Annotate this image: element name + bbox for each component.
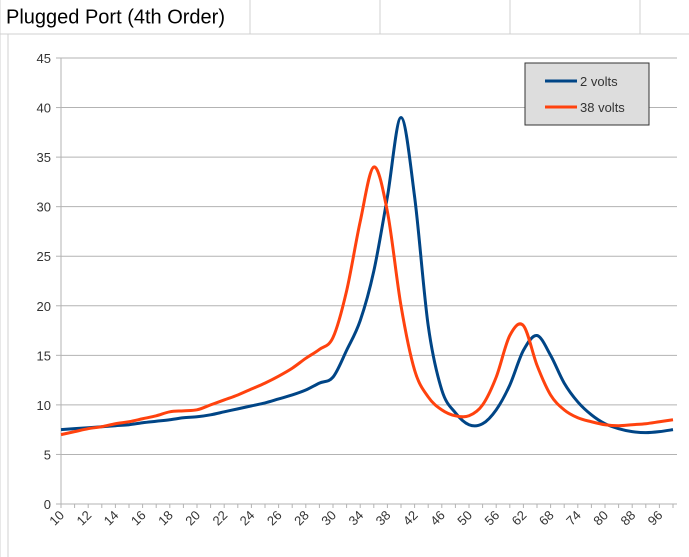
y-tick-label: 25 xyxy=(37,249,51,264)
x-tick-label: 42 xyxy=(400,508,421,529)
x-tick-label: 80 xyxy=(590,508,611,529)
x-tick-label: 88 xyxy=(617,508,638,529)
legend-box xyxy=(524,62,650,126)
legend: 2 volts 38 volts xyxy=(524,62,650,126)
y-tick-label: 30 xyxy=(37,200,51,215)
x-tick-label: 74 xyxy=(563,508,584,529)
y-tick-label: 15 xyxy=(37,348,51,363)
x-tick-label: 68 xyxy=(536,508,557,529)
x-tick-label: 22 xyxy=(209,508,230,529)
chart-title: Plugged Port (4th Order) xyxy=(6,6,225,28)
y-tick-label: 10 xyxy=(37,398,51,413)
x-tick-label: 20 xyxy=(182,508,203,529)
y-tick-label: 45 xyxy=(37,51,51,66)
y-tick-label: 0 xyxy=(44,497,51,512)
x-tick-label: 62 xyxy=(509,508,530,529)
legend-label: 38 volts xyxy=(580,100,625,115)
y-tick-label: 20 xyxy=(37,299,51,314)
x-tick-label: 18 xyxy=(155,508,176,529)
x-tick-label: 24 xyxy=(237,508,258,529)
x-tick-label: 56 xyxy=(481,508,502,529)
x-tick-label: 46 xyxy=(427,508,448,529)
y-tick-label: 35 xyxy=(37,150,51,165)
x-tick-label: 28 xyxy=(291,508,312,529)
legend-label: 2 volts xyxy=(580,74,618,89)
plot-area xyxy=(61,58,677,504)
x-tick-label: 38 xyxy=(373,508,394,529)
y-tick-label: 40 xyxy=(37,101,51,116)
series-line xyxy=(60,165,674,437)
x-tick-label: 26 xyxy=(264,508,285,529)
x-tick-label: 12 xyxy=(73,508,94,529)
x-tick-label: 34 xyxy=(345,508,366,529)
y-tick-label: 5 xyxy=(44,447,51,462)
series-line xyxy=(60,115,674,435)
x-tick-label: 50 xyxy=(454,508,475,529)
x-tick-label: 14 xyxy=(101,508,122,529)
x-tick-label: 30 xyxy=(318,508,339,529)
x-tick-label: 16 xyxy=(128,508,149,529)
x-tick-label: 96 xyxy=(645,508,666,529)
